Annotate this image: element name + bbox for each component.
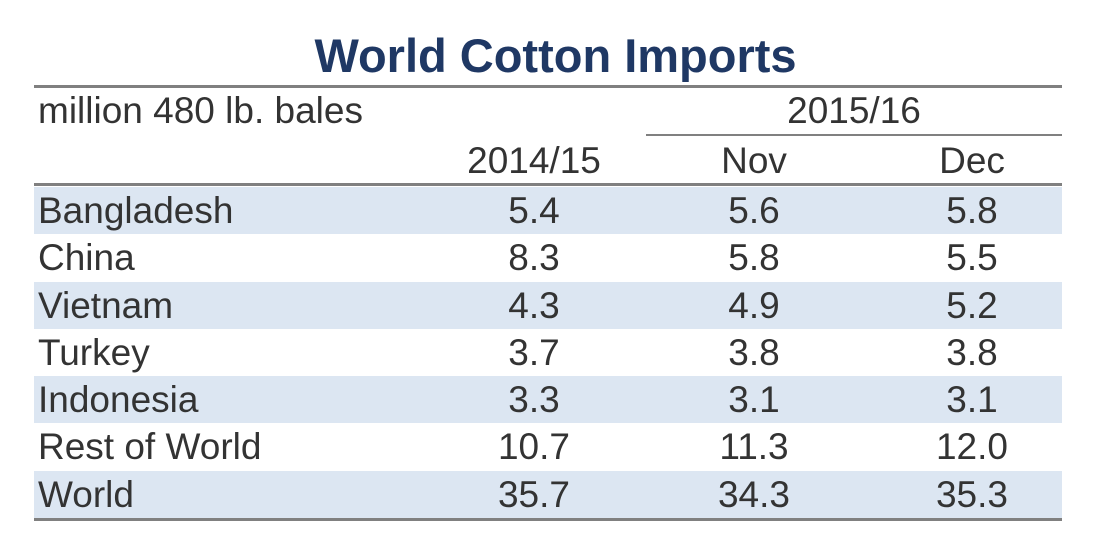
bottom-rule [34, 518, 1062, 521]
value-cell: 4.9 [728, 284, 780, 326]
value-cell: 35.3 [935, 473, 1008, 515]
value-cell: 8.3 [508, 237, 560, 279]
value-cell: 4.3 [508, 284, 560, 326]
value-cell: 5.6 [728, 190, 780, 231]
value-cell: 11.3 [719, 426, 789, 468]
value-cell: 3.1 [728, 379, 780, 421]
row-label: China [38, 237, 135, 279]
value-cell: 5.4 [508, 190, 560, 231]
value-cell: 35.7 [497, 473, 570, 515]
value-cell: 3.1 [946, 379, 998, 421]
table-row: Indonesia 3.3 3.1 3.1 [34, 376, 1062, 424]
value-cell: 3.7 [508, 331, 560, 373]
row-label: Bangladesh [38, 190, 234, 231]
row-label: World [38, 473, 134, 515]
table-row: Bangladesh 5.4 5.6 5.8 [34, 187, 1062, 235]
table-row: China 8.3 5.8 5.5 [34, 234, 1062, 281]
row-label: Indonesia [38, 379, 199, 421]
value-cell: 3.8 [946, 331, 998, 373]
top-rule [34, 85, 1062, 88]
value-cell: 3.3 [508, 379, 560, 421]
group-header-2015-16: 2015/16 [787, 90, 921, 131]
value-cell: 5.8 [946, 190, 998, 231]
column-header-2014-15: 2014/15 [467, 140, 601, 181]
value-cell: 12.0 [935, 426, 1008, 468]
column-header-dec: Dec [939, 140, 1005, 181]
table-row: Turkey 3.7 3.8 3.8 [34, 329, 1062, 376]
value-cell: 3.8 [728, 331, 780, 373]
table-row: Rest of World 10.7 11.3 12.0 [34, 423, 1062, 470]
value-cell: 34.3 [717, 473, 790, 515]
column-header-nov: Nov [721, 140, 787, 181]
value-cell: 5.8 [728, 237, 780, 279]
row-label: Vietnam [38, 284, 174, 326]
header-rule [34, 183, 1062, 186]
value-cell: 10.7 [497, 426, 570, 468]
row-label: Turkey [38, 331, 150, 373]
row-label: Rest of World [38, 426, 262, 468]
value-cell: 5.2 [946, 284, 998, 326]
chart-title: World Cotton Imports [314, 29, 797, 82]
value-cell: 5.5 [946, 237, 998, 279]
table-row: World 35.7 34.3 35.3 [34, 470, 1062, 519]
unit-label: million 480 lb. bales [38, 90, 363, 131]
group-header-rule [646, 134, 1062, 136]
table-row: Vietnam 4.3 4.9 5.2 [34, 281, 1062, 329]
table-body: Bangladesh 5.4 5.6 5.8 China 8.3 5.8 5.5… [34, 187, 1062, 519]
